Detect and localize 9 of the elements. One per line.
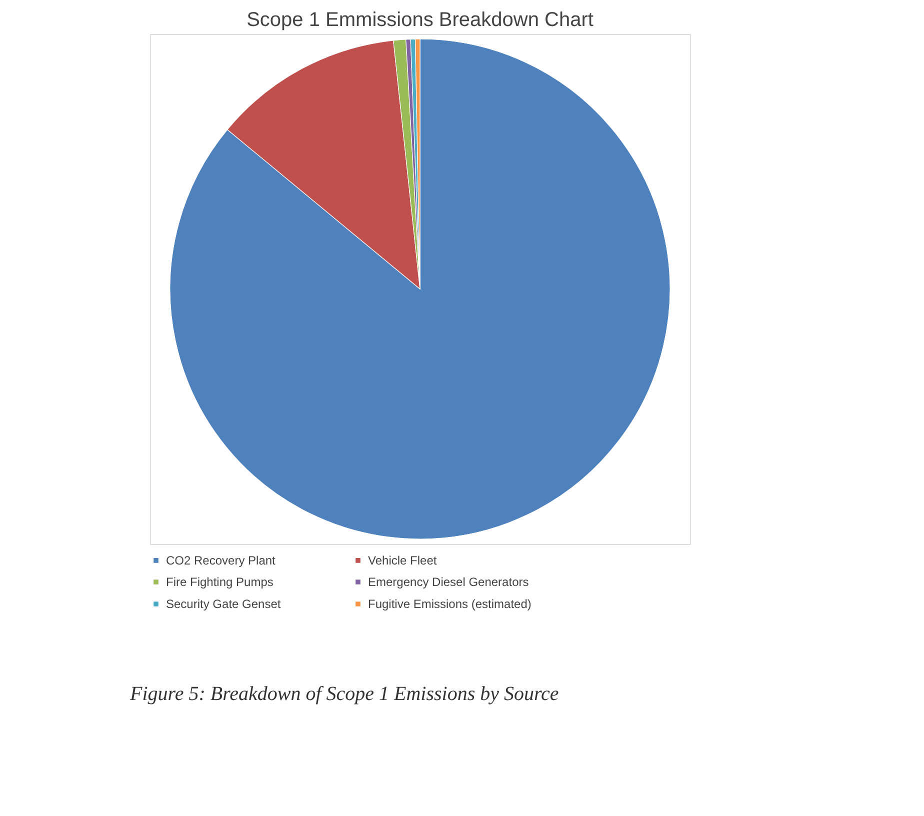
legend-label: Vehicle Fleet bbox=[368, 553, 438, 568]
pie-slice bbox=[170, 38, 670, 539]
legend-label: Fire Fighting Pumps bbox=[166, 575, 274, 589]
legend-label: Emergency Diesel Generators bbox=[368, 575, 529, 589]
legend-label: Fugitive Emissions (estimated) bbox=[368, 597, 532, 611]
caption: Figure 5: Breakdown of Scope 1 Emissions by Source bbox=[129, 683, 559, 705]
legend-label: Security Gate Genset bbox=[166, 597, 282, 611]
chart-title: Scope 1 Emmissions Breakdown Chart bbox=[246, 9, 594, 31]
legend-label: CO2 Recovery Plant bbox=[166, 553, 276, 568]
